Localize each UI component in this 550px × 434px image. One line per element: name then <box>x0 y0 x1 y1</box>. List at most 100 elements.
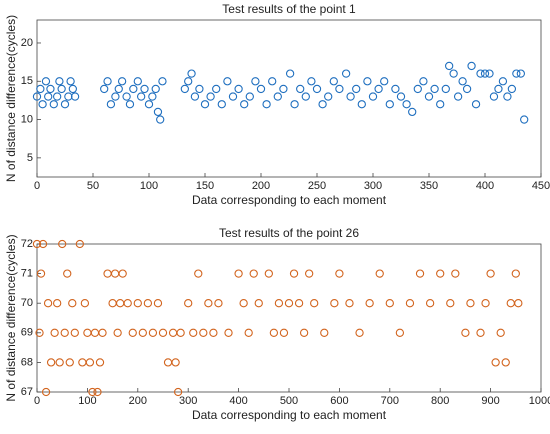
y-tick-label: 5 <box>27 152 33 164</box>
point <box>424 92 434 101</box>
point <box>153 107 163 117</box>
point <box>234 269 243 278</box>
y-tick-label: 70 <box>21 297 33 309</box>
point <box>184 299 193 308</box>
point <box>489 92 499 101</box>
x-tick-label: 200 <box>252 180 270 192</box>
point <box>209 328 218 337</box>
point <box>38 100 47 109</box>
point <box>312 84 322 94</box>
point <box>330 299 339 308</box>
point <box>249 269 258 278</box>
point <box>60 100 70 109</box>
point <box>190 92 200 101</box>
point <box>93 387 102 397</box>
point <box>66 77 75 86</box>
point <box>41 77 51 86</box>
point <box>195 84 204 94</box>
point <box>471 100 481 109</box>
point <box>405 299 415 308</box>
point <box>481 299 490 308</box>
point <box>53 299 62 308</box>
x-axis-label: Data corresponding to each moment <box>192 193 387 207</box>
point <box>496 328 505 337</box>
x-axis-label: Data corresponding to each moment <box>192 408 387 422</box>
point <box>239 299 248 308</box>
point <box>491 358 500 367</box>
point <box>199 328 208 337</box>
point <box>449 69 458 78</box>
point <box>494 84 503 94</box>
point <box>184 77 193 86</box>
point <box>436 100 445 109</box>
point <box>345 299 354 308</box>
point <box>290 100 299 109</box>
point <box>368 92 378 101</box>
point <box>55 77 64 86</box>
point <box>352 84 361 94</box>
x-tick-label: 200 <box>129 395 147 407</box>
y-tick-label: 72 <box>21 238 33 250</box>
point <box>144 100 154 109</box>
point <box>128 328 137 337</box>
x-tick-label: 300 <box>179 395 197 407</box>
point <box>503 92 512 101</box>
point <box>194 269 203 278</box>
point <box>111 92 120 101</box>
point <box>95 358 105 367</box>
point <box>217 100 226 109</box>
y-tick-label: 67 <box>21 386 33 398</box>
point <box>63 269 72 278</box>
point <box>156 115 165 124</box>
point <box>355 328 364 337</box>
point <box>320 328 329 337</box>
point <box>49 100 58 109</box>
point <box>138 328 147 337</box>
x-tick-label: 300 <box>364 180 382 192</box>
plot-area <box>36 243 542 393</box>
point <box>98 328 107 337</box>
point <box>341 69 351 78</box>
x-tick-label: 800 <box>431 395 449 407</box>
x-tick-label: 100 <box>78 395 96 407</box>
point <box>498 77 508 86</box>
y-tick-label: 10 <box>21 113 33 125</box>
point <box>436 269 445 278</box>
x-tick-label: 400 <box>476 180 494 192</box>
point <box>425 299 435 308</box>
point <box>46 358 56 367</box>
point <box>310 299 319 308</box>
point <box>299 328 309 337</box>
point <box>375 269 384 278</box>
point <box>458 77 467 86</box>
point <box>419 77 428 86</box>
x-tick-label: 350 <box>420 180 438 192</box>
point <box>451 269 460 278</box>
point <box>268 77 277 86</box>
point <box>70 92 80 101</box>
point <box>46 84 55 94</box>
x-tick-label: 900 <box>481 395 499 407</box>
point <box>415 269 425 278</box>
point <box>289 269 299 278</box>
point <box>301 92 310 101</box>
point <box>148 328 158 337</box>
point <box>117 77 127 86</box>
point <box>100 84 109 94</box>
point <box>441 84 450 94</box>
x-tick-label: 450 <box>532 180 550 192</box>
point <box>294 299 304 308</box>
point <box>395 328 405 337</box>
point <box>148 92 157 101</box>
x-tick-label: 150 <box>196 180 214 192</box>
point <box>329 77 338 86</box>
point <box>103 77 112 86</box>
point <box>173 387 183 397</box>
y-tick-label: 69 <box>21 327 33 339</box>
y-tick-label: 71 <box>21 268 33 280</box>
point <box>38 239 48 249</box>
point <box>68 84 77 94</box>
point <box>365 299 374 308</box>
point <box>461 328 470 337</box>
